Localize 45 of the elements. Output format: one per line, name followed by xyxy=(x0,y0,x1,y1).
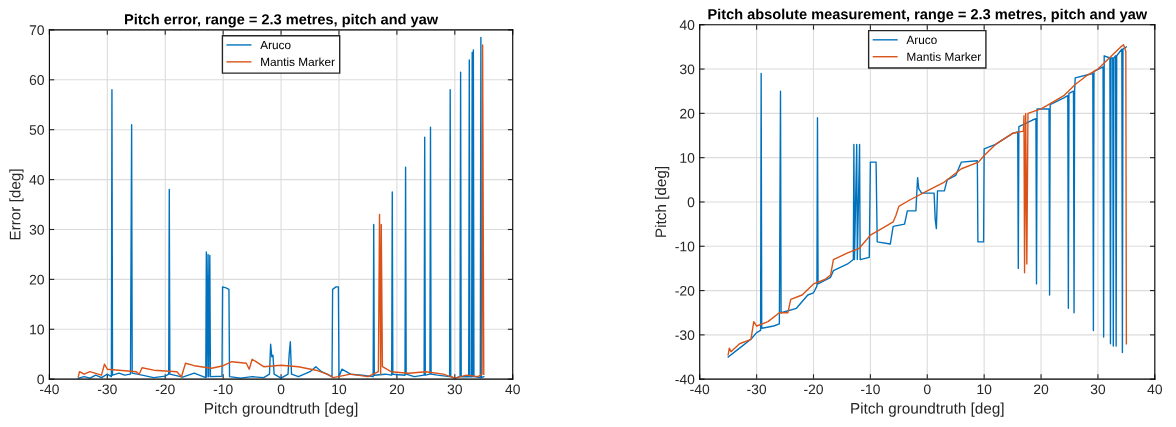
x-tick-label: -10 xyxy=(860,384,880,395)
legend-label: Mantis Marker xyxy=(261,57,335,67)
y-tick-label: 0 xyxy=(37,374,44,385)
y-tick-label: 20 xyxy=(680,108,695,119)
legend-label: Aruco xyxy=(260,40,291,50)
legend-label: Mantis Marker xyxy=(907,52,981,61)
x-tick-label: 40 xyxy=(1147,384,1163,395)
y-axis-title: Pitch [deg] xyxy=(654,166,670,237)
x-tick-label: 0 xyxy=(277,384,285,395)
y-tick-label: 40 xyxy=(29,174,44,185)
x-axis-title: Pitch groundtruth [deg] xyxy=(205,402,358,417)
chart-title: Pitch absolute measurement, range = 2.3 metres, pitch and yaw xyxy=(708,8,1148,23)
x-tick-label: -10 xyxy=(213,384,233,395)
y-tick-label: 10 xyxy=(680,153,695,163)
x-tick-label: 0 xyxy=(923,384,931,395)
x-tick-label: -40 xyxy=(690,384,710,395)
y-tick-label: 0 xyxy=(687,197,695,208)
y-tick-label: 30 xyxy=(679,64,695,75)
y-tick-label: -20 xyxy=(675,285,695,296)
legend-label: Aruco xyxy=(906,35,937,45)
y-tick-label: -10 xyxy=(675,241,695,252)
x-tick-label: -30 xyxy=(747,384,767,395)
x-tick-label: -30 xyxy=(97,384,117,395)
y-tick-label: -30 xyxy=(675,330,695,341)
y-tick-label: 40 xyxy=(679,20,695,30)
y-tick-label: 20 xyxy=(29,274,44,285)
x-tick-label: 20 xyxy=(389,384,405,395)
x-tick-label: 10 xyxy=(977,384,992,395)
x-tick-label: 30 xyxy=(447,384,462,395)
x-tick-label: 30 xyxy=(1090,384,1106,395)
x-tick-label: 10 xyxy=(332,384,347,395)
x-tick-label: -20 xyxy=(155,384,175,395)
x-tick-label: -40 xyxy=(39,384,59,395)
y-axis-title: Error [deg] xyxy=(9,169,24,240)
y-tick-label: 70 xyxy=(29,25,44,36)
y-tick-label: 30 xyxy=(29,224,44,235)
y-tick-label: -40 xyxy=(675,374,695,385)
x-tick-label: 20 xyxy=(1034,384,1049,395)
y-tick-label: 60 xyxy=(29,75,44,85)
chart-title: Pitch error, range = 2.3 metres, pitch and yaw xyxy=(125,13,439,28)
x-tick-label: 40 xyxy=(505,384,520,395)
y-tick-label: 10 xyxy=(30,324,44,335)
x-axis-title: Pitch groundtruth [deg] xyxy=(851,402,1004,417)
x-tick-label: -20 xyxy=(804,384,823,395)
y-tick-label: 50 xyxy=(29,125,44,135)
